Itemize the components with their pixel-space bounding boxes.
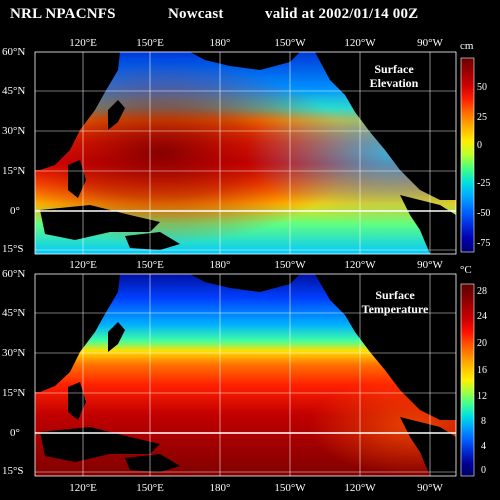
lon-label-mid-180: 180° [209, 259, 231, 271]
lon-label-mid-90w: 90°W [417, 259, 443, 271]
temperature-tick-20: 20 [477, 338, 487, 349]
lon-label-top-120w: 120°W [344, 37, 376, 49]
lon-label-bot-90w: 90°W [417, 482, 443, 494]
lat-label-top-equator: 0° [10, 205, 20, 217]
temperature-tick-8: 8 [481, 416, 486, 427]
indonesia-elev [40, 205, 160, 240]
source-title: NRL NPACNFS [10, 6, 116, 22]
lat-label-bot-15s: 15°S [2, 465, 24, 477]
lon-label-top-120e: 120°E [69, 37, 97, 49]
elevation-tick-minus75: -75 [477, 238, 491, 249]
central-america-temp [400, 417, 456, 476]
japan-temp [108, 322, 125, 352]
temperature-panel-label: Surface Temperature [350, 288, 440, 316]
philippines-temp [68, 382, 86, 420]
elevation-label-line1: Surface [374, 62, 414, 76]
lat-label-top-45n: 45°N [2, 85, 26, 97]
valid-time-title: valid at 2002/01/14 00Z [265, 6, 419, 22]
alaska-temp [190, 274, 300, 292]
lat-label-top-15s: 15°S [2, 243, 24, 255]
japan-elev [108, 100, 125, 130]
lon-label-bot-150e: 150°E [136, 482, 164, 494]
elevation-tick-minus25: -25 [477, 178, 491, 189]
temperature-unit: °C [460, 264, 472, 276]
lon-label-bot-120e: 120°E [69, 482, 97, 494]
central-america-elev [400, 195, 456, 254]
lon-label-mid-150e: 150°E [136, 259, 164, 271]
temperature-tick-16: 16 [477, 365, 487, 376]
north-america-coast-elev [315, 52, 456, 200]
temperature-label-line2: Temperature [361, 302, 429, 316]
elevation-panel-label: Surface Elevation [355, 62, 433, 90]
new-guinea-elev [125, 232, 180, 250]
lat-label-bot-30n: 30°N [2, 347, 26, 359]
lat-label-bot-60n: 60°N [2, 268, 26, 280]
lon-label-top-150e: 150°E [136, 37, 164, 49]
elevation-colorbar [460, 57, 475, 253]
lat-label-bot-45n: 45°N [2, 307, 26, 319]
lat-label-top-15n: 15°N [2, 165, 26, 177]
elevation-unit: cm [460, 40, 474, 52]
lat-label-bot-equator: 0° [10, 427, 20, 439]
lon-label-top-180: 180° [209, 37, 231, 49]
north-america-coast-temp [315, 274, 456, 420]
lon-label-bot-120w: 120°W [344, 482, 376, 494]
lon-label-top-90w: 90°W [417, 37, 443, 49]
temperature-tick-24: 24 [477, 311, 487, 322]
lat-label-top-30n: 30°N [2, 125, 26, 137]
asia-coast-elev [35, 52, 120, 170]
lat-label-bot-15n: 15°N [2, 387, 26, 399]
temperature-tick-28: 28 [477, 286, 487, 297]
elevation-tick-25: 25 [477, 112, 487, 123]
alaska-elev [190, 52, 300, 70]
lon-label-top-150w: 150°W [274, 37, 306, 49]
elevation-label-line2: Elevation [369, 76, 419, 90]
lon-label-bot-150w: 150°W [274, 482, 306, 494]
temperature-tick-4: 4 [481, 441, 486, 452]
temperature-tick-12: 12 [477, 391, 487, 402]
new-guinea-temp [125, 454, 180, 472]
temperature-label-line1: Surface [375, 288, 415, 302]
lon-label-mid-150w: 150°W [274, 259, 306, 271]
indonesia-temp [40, 427, 160, 462]
lon-label-mid-120w: 120°W [344, 259, 376, 271]
elevation-tick-minus50: -50 [477, 208, 491, 219]
elevation-tick-50: 50 [477, 82, 487, 93]
lon-label-bot-180: 180° [209, 482, 231, 494]
asia-coast-temp [35, 274, 120, 392]
lon-label-mid-120e: 120°E [69, 259, 97, 271]
temperature-map [34, 273, 457, 477]
mode-title: Nowcast [168, 6, 224, 22]
temperature-colorbar [460, 283, 475, 477]
elevation-map [34, 51, 457, 255]
philippines-elev [68, 160, 86, 198]
elevation-tick-0: 0 [477, 140, 482, 151]
lat-label-top-60n: 60°N [2, 46, 26, 58]
temperature-tick-0: 0 [481, 465, 486, 476]
